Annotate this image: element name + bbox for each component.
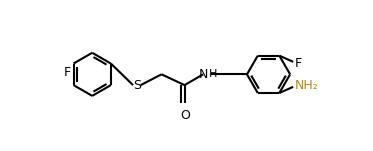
- Text: O: O: [181, 109, 190, 122]
- Text: NH₂: NH₂: [295, 79, 319, 92]
- Text: H: H: [209, 69, 217, 79]
- Text: S: S: [133, 79, 141, 92]
- Text: N: N: [198, 68, 208, 81]
- Text: F: F: [64, 66, 71, 79]
- Text: F: F: [295, 57, 302, 70]
